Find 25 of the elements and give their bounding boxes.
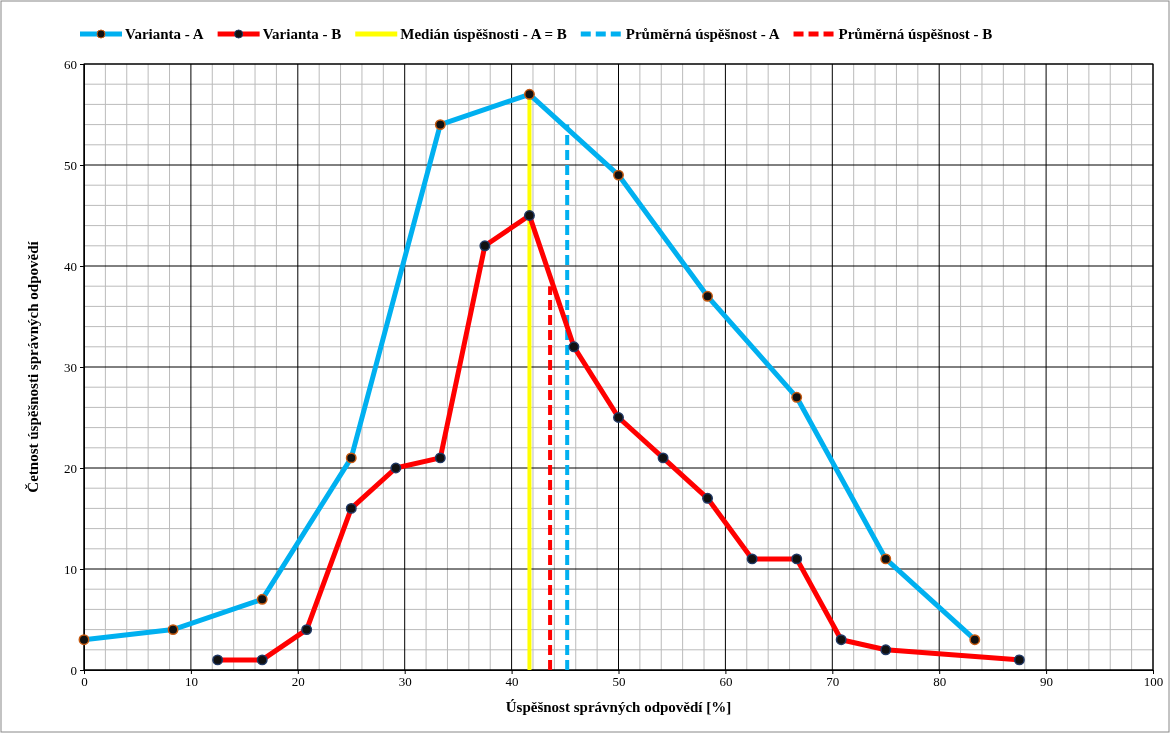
x-tick-label: 70 xyxy=(826,674,840,690)
x-tick-label: 50 xyxy=(612,674,626,690)
y-tick-label: 50 xyxy=(64,157,77,173)
y-tick-label: 10 xyxy=(64,561,77,577)
x-tick-label: 20 xyxy=(291,674,305,690)
legend-label: Průměrná úspěšnost - B xyxy=(838,26,993,42)
x-tick-label: 0 xyxy=(81,674,88,690)
x-tick-label: 100 xyxy=(1143,674,1164,690)
y-axis-title: Četnost úspěšnosti správných odpovědí xyxy=(25,240,41,493)
x-tick-label: 90 xyxy=(1040,674,1054,690)
x-axis-title: Úspěšnost správných odpovědí [%] xyxy=(505,699,732,715)
x-tick-label: 60 xyxy=(719,674,733,690)
x-tick-label: 30 xyxy=(398,674,412,690)
y-tick-label: 30 xyxy=(64,359,77,375)
y-tick-label: 20 xyxy=(64,460,77,476)
x-tick-label: 40 xyxy=(505,674,519,690)
x-tick-label: 80 xyxy=(933,674,947,690)
x-tick-label: 10 xyxy=(184,674,198,690)
legend-label: Medián úspěšnosti - A = B xyxy=(400,26,567,42)
y-tick-label: 60 xyxy=(64,56,77,72)
y-tick-label: 40 xyxy=(64,258,77,274)
legend-label: Varianta - B xyxy=(262,26,342,42)
legend-label: Průměrná úspěšnost - A xyxy=(625,26,780,42)
y-tick-label: 0 xyxy=(70,662,77,678)
legend-label: Varianta - A xyxy=(125,26,204,42)
